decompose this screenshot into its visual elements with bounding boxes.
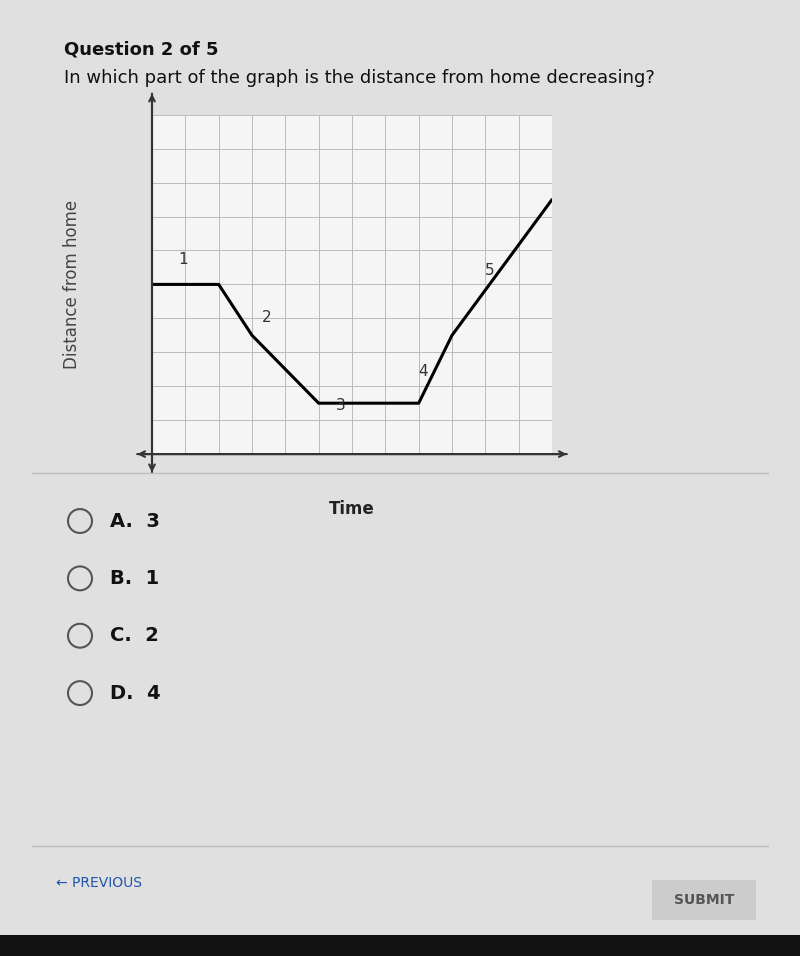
Text: A.  3: A. 3 <box>110 511 160 531</box>
Text: 5: 5 <box>486 263 495 277</box>
Text: SUBMIT: SUBMIT <box>674 893 734 906</box>
Text: D.  4: D. 4 <box>110 684 161 703</box>
Text: Distance from home: Distance from home <box>63 200 81 369</box>
Text: 3: 3 <box>335 399 345 413</box>
Text: 4: 4 <box>418 364 428 380</box>
Text: Time: Time <box>329 500 375 518</box>
Text: B.  1: B. 1 <box>110 569 160 588</box>
Text: 1: 1 <box>178 252 188 268</box>
Text: ← PREVIOUS: ← PREVIOUS <box>56 877 142 890</box>
Text: Question 2 of 5: Question 2 of 5 <box>64 40 218 58</box>
Text: 2: 2 <box>262 310 272 325</box>
Text: In which part of the graph is the distance from home decreasing?: In which part of the graph is the distan… <box>64 69 655 87</box>
Text: C.  2: C. 2 <box>110 626 159 645</box>
